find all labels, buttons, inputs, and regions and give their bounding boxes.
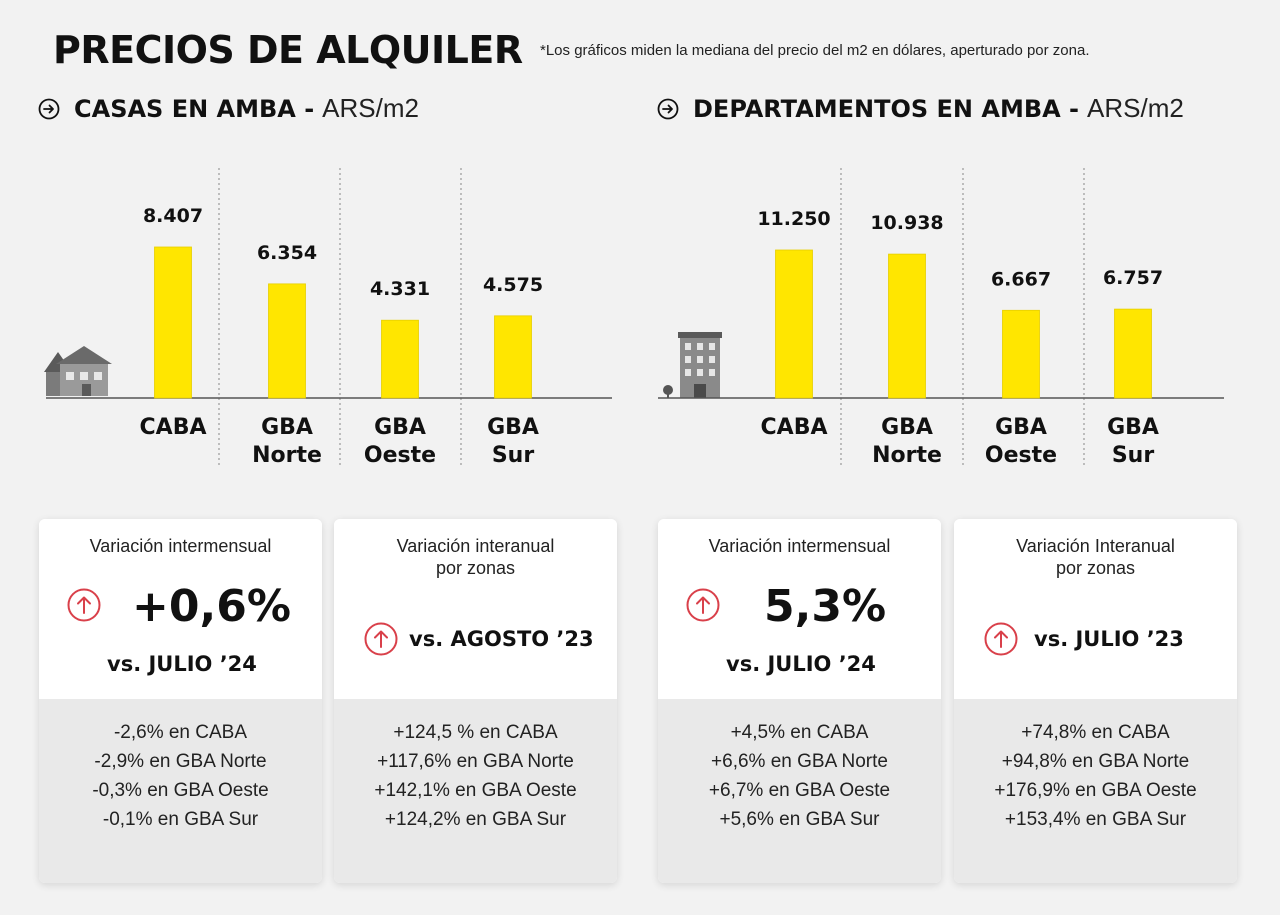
card-deptos-intermensual: Variación intermensual 5,3% vs. JULIO ’2… (658, 519, 941, 883)
card-detail-line: +176,9% en GBA Oeste (994, 780, 1197, 801)
data-label: 11.250 (757, 208, 830, 230)
card-subtitle-line: por zonas (1055, 558, 1136, 578)
bar (1002, 309, 1040, 399)
card-casas-intermensual: Variación intermensual +0,6% vs. JULIO ’… (39, 519, 322, 883)
category-label: Oeste (985, 443, 1057, 468)
deptos-unit-text: ARS/m2 (1087, 93, 1184, 123)
category-label: GBA (487, 415, 539, 440)
building-icon (663, 332, 722, 398)
card-subtitle-line: Variación intermensual (89, 536, 272, 556)
bar (1114, 308, 1152, 399)
data-label: 8.407 (143, 205, 203, 227)
card-detail-line: +142,1% en GBA Oeste (374, 780, 577, 801)
arrow-up-circle-icon (364, 622, 398, 656)
casas-unit-text: ARS/m2 (322, 93, 419, 123)
category-label: Sur (1112, 443, 1155, 468)
data-label: 4.331 (370, 278, 430, 300)
category-label: Norte (252, 443, 322, 468)
card-subtitle-line: Variación intermensual (708, 536, 891, 556)
bar (888, 253, 926, 399)
deptos-title-text: DEPARTAMENTOS EN AMBA - (693, 94, 1080, 123)
bar (268, 283, 306, 399)
bar (775, 249, 813, 399)
casas-title-text: CASAS EN AMBA - (74, 94, 315, 123)
casas-section-title: CASAS EN AMBA - ARS/m2 (38, 93, 419, 124)
card-subtitle-line: por zonas (435, 558, 516, 578)
arrow-up-circle-icon (686, 588, 720, 622)
arrow-up-circle-icon (67, 588, 101, 622)
card-value: +0,6% (132, 581, 291, 632)
card-detail-line: +124,5 % en CABA (393, 722, 558, 743)
card-vs: vs. JULIO ’23 (1034, 627, 1184, 651)
card-vs: vs. AGOSTO ’23 (409, 627, 594, 651)
card-detail-line: +74,8% en CABA (1021, 722, 1170, 743)
card-detail-line: +4,5% en CABA (730, 722, 869, 743)
card-vs: vs. JULIO ’24 (726, 652, 876, 676)
card-subtitle-line: Variación Interanual (1016, 536, 1175, 556)
card-casas-interanual: Variación interanual por zonas vs. AGOST… (334, 519, 617, 883)
card-detail-line: -0,3% en GBA Oeste (92, 780, 269, 801)
data-label: 6.354 (257, 242, 317, 264)
category-label: GBA (1107, 415, 1159, 440)
card-detail-line: +6,7% en GBA Oeste (708, 780, 891, 801)
arrow-right-circle-icon (38, 98, 60, 119)
category-label: GBA (881, 415, 933, 440)
footnote: *Los gráficos miden la mediana del preci… (540, 42, 1090, 59)
card-detail-line: -0,1% en GBA Sur (102, 809, 259, 830)
bar (154, 246, 192, 399)
deptos-section-title: DEPARTAMENTOS EN AMBA - ARS/m2 (657, 93, 1184, 124)
data-label: 6.757 (1103, 267, 1163, 289)
category-label: Sur (492, 443, 535, 468)
card-detail-line: +124,2% en GBA Sur (384, 809, 567, 830)
card-subtitle: Variación interanual por zonas (334, 535, 617, 579)
house-icon (44, 346, 112, 396)
data-label: 6.667 (991, 268, 1051, 290)
card-value: 5,3% (764, 581, 887, 632)
data-label: 4.575 (483, 274, 543, 296)
category-label: CABA (140, 415, 207, 440)
arrow-right-circle-icon (657, 98, 679, 119)
category-label: CABA (761, 415, 828, 440)
category-label: Norte (872, 443, 942, 468)
card-subtitle: Variación intermensual (39, 535, 322, 557)
bar-charts: 8.407 CABA 6.354 GBA Norte 4.331 GBA Oeste 4.575… (44, 168, 1224, 468)
card-detail-line: -2,6% en CABA (113, 722, 248, 743)
bar (494, 315, 532, 399)
category-label: Oeste (364, 443, 436, 468)
card-subtitle-line: Variación interanual (396, 536, 555, 556)
card-deptos-interanual: Variación Interanual por zonas vs. JULIO… (954, 519, 1237, 883)
card-detail-line: +117,6% en GBA Norte (377, 751, 574, 772)
category-label: GBA (374, 415, 426, 440)
category-label: GBA (995, 415, 1047, 440)
card-detail-line: +94,8% en GBA Norte (1001, 751, 1190, 772)
card-subtitle: Variación intermensual (658, 535, 941, 557)
arrow-up-circle-icon (984, 622, 1018, 656)
bar (381, 319, 419, 399)
card-subtitle: Variación Interanual por zonas (954, 535, 1237, 579)
card-detail-line: -2,9% en GBA Norte (94, 751, 267, 772)
data-label: 10.938 (870, 212, 943, 234)
card-detail-line: +153,4% en GBA Sur (1004, 809, 1187, 830)
card-vs: vs. JULIO ’24 (107, 652, 257, 676)
card-detail-line: +6,6% en GBA Norte (711, 751, 888, 772)
card-detail-line: +5,6% en GBA Sur (719, 809, 880, 830)
page-title: PRECIOS DE ALQUILER (53, 28, 523, 72)
category-label: GBA (261, 415, 313, 440)
